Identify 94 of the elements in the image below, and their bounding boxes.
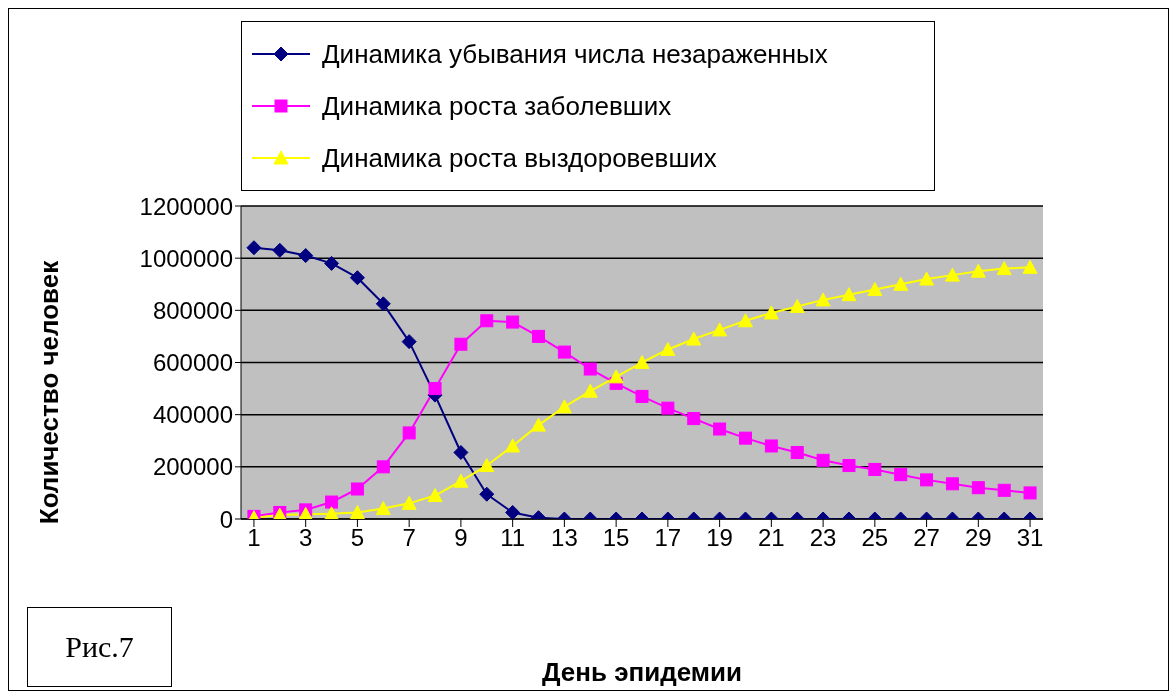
point — [997, 483, 1011, 497]
point — [582, 383, 598, 398]
point — [532, 329, 546, 343]
point — [944, 267, 960, 282]
point — [556, 399, 572, 414]
point — [687, 412, 701, 426]
x-tick-label: 23 — [809, 524, 837, 552]
point — [815, 292, 831, 307]
x-tick-label: 11 — [500, 524, 526, 552]
point — [349, 504, 365, 519]
point — [324, 255, 340, 271]
point — [298, 248, 314, 264]
point — [970, 263, 986, 278]
point — [454, 337, 468, 351]
x-tick-label: 25 — [861, 524, 889, 552]
point — [428, 382, 442, 396]
y-tick-label: 0 — [219, 505, 233, 533]
point — [945, 477, 959, 491]
legend-label: Динамика убывания числа незараженных — [322, 38, 828, 70]
y-tick-label: 1000000 — [139, 244, 233, 272]
point — [712, 322, 728, 337]
point — [376, 460, 390, 474]
x-tick-label: 19 — [706, 524, 733, 552]
x-tick-label: 7 — [402, 524, 416, 552]
y-tick-label: 200000 — [152, 453, 233, 481]
y-tick-label: 600000 — [152, 349, 233, 377]
point — [375, 501, 391, 516]
point — [841, 287, 857, 302]
point — [763, 305, 779, 320]
point — [608, 369, 624, 384]
point — [531, 417, 547, 432]
point — [375, 296, 391, 312]
y-axis-title: Количество человек — [34, 260, 66, 525]
point — [506, 315, 520, 329]
x-tick-label: 3 — [299, 524, 313, 552]
point — [893, 276, 909, 291]
point — [401, 334, 417, 350]
x-tick-label: 31 — [1016, 524, 1044, 552]
point — [324, 506, 340, 519]
point — [634, 355, 650, 369]
point — [713, 422, 727, 436]
point — [350, 482, 364, 496]
x-tick-label: 21 — [758, 524, 785, 552]
point — [479, 486, 495, 502]
point — [868, 462, 882, 476]
point — [842, 459, 856, 473]
point — [764, 439, 778, 453]
text: Рис.7 — [27, 607, 172, 687]
point — [505, 504, 521, 519]
point — [246, 240, 262, 256]
x-tick-label: 9 — [454, 524, 468, 552]
point — [790, 445, 804, 459]
y-tick-label: 800000 — [152, 296, 233, 324]
point — [661, 401, 675, 415]
point — [557, 345, 571, 359]
x-tick-label: 27 — [913, 524, 940, 552]
point — [505, 438, 521, 453]
x-tick-label: 15 — [602, 524, 630, 552]
point — [738, 431, 752, 445]
point — [920, 473, 934, 487]
point — [971, 481, 985, 495]
point — [453, 473, 469, 488]
point — [427, 488, 443, 503]
point — [919, 271, 935, 286]
point — [402, 426, 416, 440]
point — [349, 270, 365, 286]
point — [635, 389, 649, 403]
point — [894, 468, 908, 482]
point — [583, 362, 597, 376]
x-tick-label: 1 — [247, 524, 261, 552]
point — [737, 313, 753, 328]
point — [325, 495, 339, 509]
point — [453, 444, 469, 460]
x-tick-label: 13 — [551, 524, 578, 552]
point — [686, 331, 702, 346]
point — [1022, 259, 1038, 274]
x-tick-label: 17 — [654, 524, 682, 552]
point — [996, 261, 1012, 276]
point — [480, 314, 494, 328]
point — [816, 453, 830, 467]
x-axis-title: День эпидемии — [540, 657, 744, 688]
point — [401, 495, 417, 510]
y-tick-label: 400000 — [152, 401, 233, 429]
point — [479, 458, 495, 473]
x-tick-label: 5 — [350, 524, 365, 552]
legend-label: Динамика роста заболевших — [322, 90, 672, 122]
x-tick-label: 29 — [964, 524, 992, 552]
legend-label: Динамика роста выздоровевших — [322, 142, 717, 174]
point — [789, 298, 805, 313]
point — [1023, 486, 1037, 500]
point — [867, 281, 883, 296]
point — [660, 341, 676, 356]
y-tick-label: 1200000 — [139, 192, 233, 220]
point — [272, 242, 288, 258]
